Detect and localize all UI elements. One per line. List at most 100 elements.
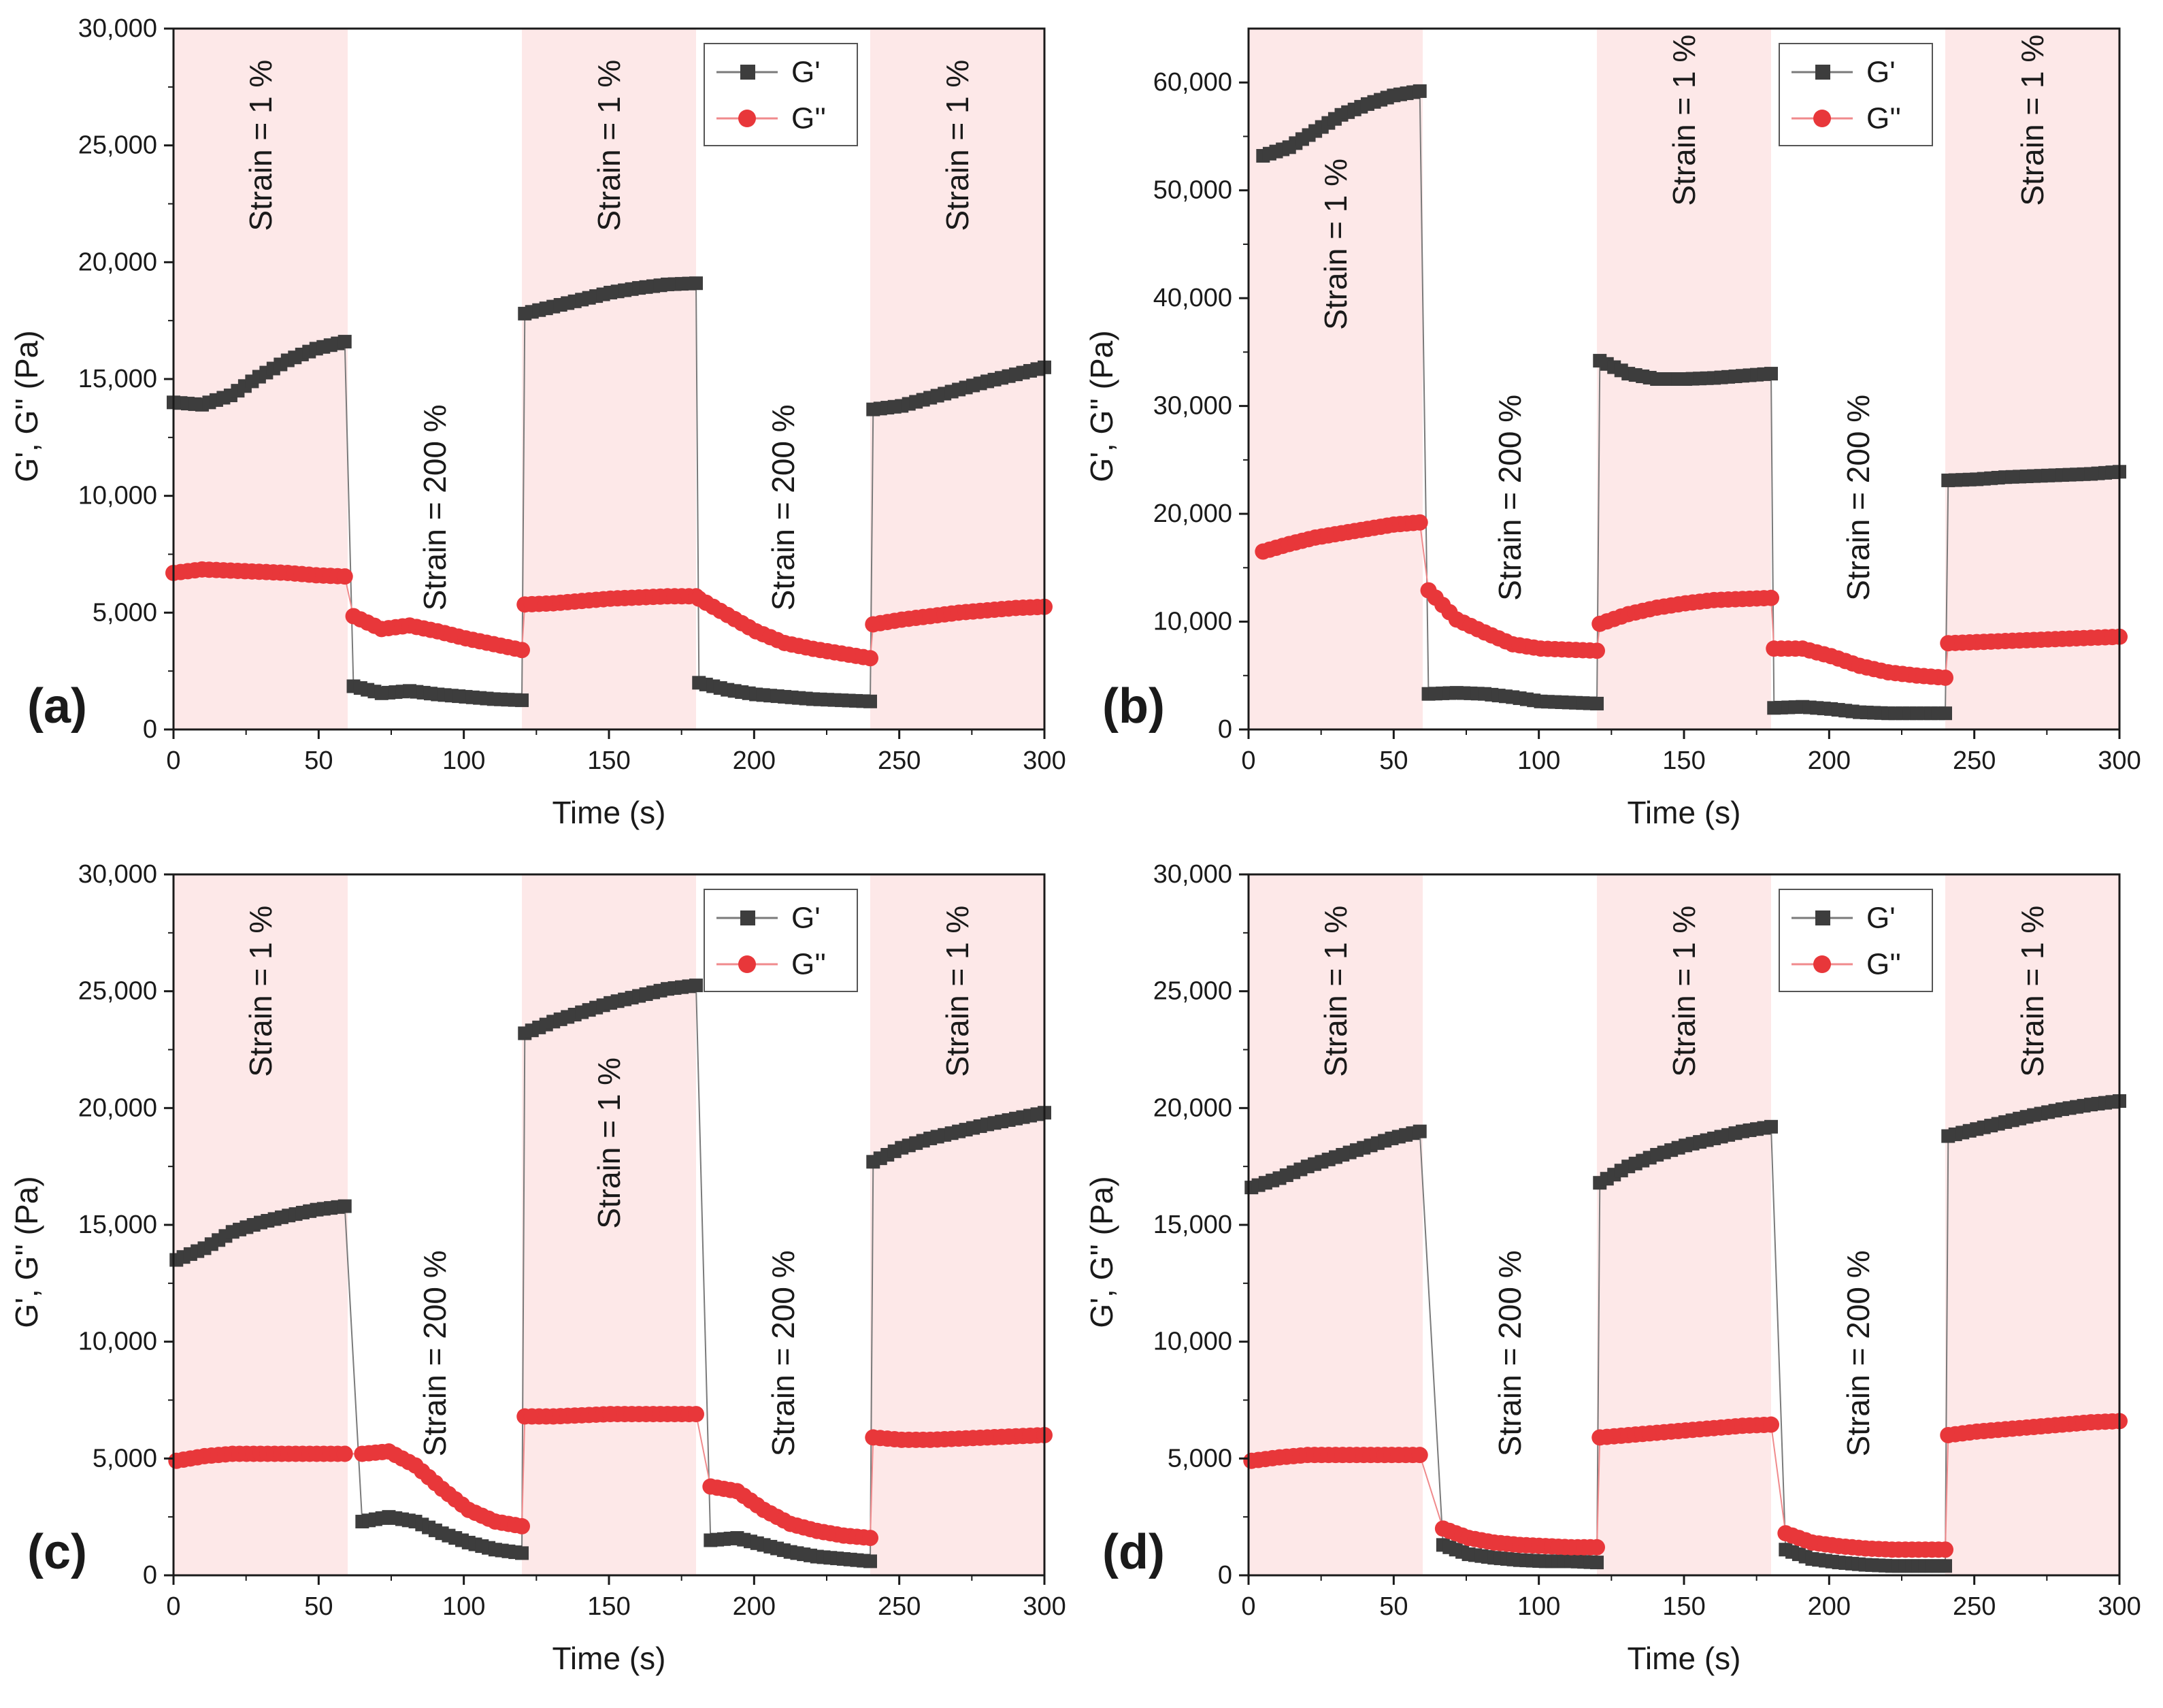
y-tick-label: 25,000	[1153, 977, 1232, 1006]
data-point	[1763, 1416, 1779, 1433]
x-tick-label: 150	[587, 1592, 630, 1621]
strain-region-label: Strain = 200 %	[1492, 1250, 1528, 1456]
x-tick-label: 200	[1808, 746, 1851, 775]
data-point	[862, 650, 878, 667]
legend: G' G''	[1779, 43, 1933, 146]
data-point	[689, 979, 703, 993]
data-point	[1938, 1559, 1952, 1573]
x-tick-label: 150	[1662, 746, 1705, 775]
strain-region-label: Strain = 1 %	[1666, 35, 1702, 206]
y-tick-label: 5,000	[1168, 1444, 1232, 1473]
legend-entry-label: G''	[1866, 948, 1901, 981]
strain-region-label: Strain = 200 %	[1840, 395, 1876, 601]
chart-panel-b: Strain = 1 % Strain = 200 % Strain = 1 % St…	[1084, 27, 2141, 830]
x-tick-label: 50	[1379, 746, 1408, 775]
legend-marker-circle	[1813, 955, 1831, 973]
data-point	[862, 1530, 878, 1547]
x-tick-label: 0	[166, 1592, 180, 1621]
legend-marker-square	[740, 910, 755, 925]
panel-label: (c)	[27, 1525, 87, 1579]
panel-label: (b)	[1102, 679, 1165, 734]
y-tick-label: 25,000	[78, 977, 157, 1006]
x-tick-label: 50	[304, 746, 333, 775]
legend: G' G''	[1779, 889, 1933, 992]
x-axis-title: Time (s)	[1628, 795, 1741, 830]
x-tick-label: 200	[733, 746, 776, 775]
series-markers-g-double-prime	[168, 1406, 1053, 1547]
y-tick-label: 20,000	[78, 1094, 157, 1122]
y-tick-label: 40,000	[1153, 284, 1232, 312]
strain-region-label: Strain = 1 %	[2015, 906, 2050, 1077]
legend-box	[704, 889, 858, 992]
legend-entry-label: G'	[791, 56, 821, 89]
x-tick-label: 300	[1023, 1592, 1066, 1621]
y-tick-label: 10,000	[78, 1328, 157, 1356]
y-tick-label: 20,000	[1153, 499, 1232, 528]
data-point	[1764, 1119, 1778, 1134]
data-point	[1763, 589, 1779, 606]
data-point	[1589, 1539, 1605, 1556]
data-point	[515, 1546, 529, 1560]
y-axis-title: G', G'' (Pa)	[1084, 330, 1119, 482]
x-tick-label: 0	[1241, 746, 1255, 775]
y-tick-label: 0	[143, 715, 157, 744]
y-axis-title: G', G'' (Pa)	[9, 1176, 44, 1328]
x-tick-label: 50	[1379, 1592, 1408, 1621]
x-tick-label: 250	[1953, 746, 1996, 775]
data-point	[1413, 84, 1427, 98]
x-tick-label: 0	[166, 746, 180, 775]
data-point	[688, 1406, 704, 1423]
y-tick-label: 25,000	[78, 131, 157, 160]
legend-box	[1779, 889, 1933, 992]
legend-entry-label: G''	[791, 948, 826, 981]
data-point	[336, 568, 353, 585]
strain-region-label: Strain = 1 %	[1666, 906, 1702, 1077]
data-point	[1413, 1124, 1427, 1138]
y-tick-label: 0	[143, 1561, 157, 1590]
legend-marker-circle	[738, 110, 756, 127]
legend-entry-label: G'	[1866, 56, 1896, 89]
x-axis-title: Time (s)	[1628, 1641, 1741, 1676]
y-tick-label: 5,000	[93, 1444, 157, 1473]
chart-panel-d: Strain = 1 % Strain = 200 % Strain = 1 % St…	[1084, 860, 2141, 1676]
x-tick-label: 200	[1808, 1592, 1851, 1621]
legend-marker-square	[1815, 65, 1830, 80]
data-point	[337, 335, 352, 349]
strain-region-label: Strain = 200 %	[1492, 395, 1528, 601]
x-tick-label: 300	[2098, 1592, 2141, 1621]
y-axis-title: G', G'' (Pa)	[1084, 1176, 1119, 1328]
data-point	[515, 693, 529, 708]
series-markers-g-prime	[167, 276, 1051, 708]
strain-region-label: Strain = 200 %	[417, 404, 452, 610]
data-point	[1764, 367, 1778, 381]
low-strain-region	[870, 874, 1044, 1575]
legend-box	[1779, 43, 1933, 146]
y-tick-label: 20,000	[1153, 1094, 1232, 1122]
y-tick-label: 10,000	[1153, 1328, 1232, 1356]
y-tick-label: 50,000	[1153, 176, 1232, 205]
strain-region-label: Strain = 1 %	[2015, 35, 2050, 206]
y-tick-label: 0	[1218, 715, 1232, 744]
data-point	[1938, 706, 1952, 721]
series-markers-g-prime	[1244, 1094, 2126, 1573]
strain-region-label: Strain = 1 %	[591, 1057, 627, 1229]
data-point	[1589, 642, 1605, 659]
legend-marker-square	[1815, 910, 1830, 925]
data-point	[1937, 669, 1953, 686]
legend-entry-label: G'	[791, 902, 821, 935]
y-axis-title: G', G'' (Pa)	[9, 330, 44, 482]
y-tick-label: 30,000	[1153, 860, 1232, 889]
y-tick-label: 60,000	[1153, 68, 1232, 97]
x-tick-label: 150	[587, 746, 630, 775]
legend: G' G''	[704, 43, 858, 146]
data-point	[1937, 1541, 1953, 1558]
data-point	[863, 1554, 877, 1569]
x-tick-label: 100	[1517, 1592, 1560, 1621]
x-tick-label: 200	[733, 1592, 776, 1621]
data-point	[1590, 1556, 1604, 1570]
legend: G' G''	[704, 889, 858, 992]
data-point	[1411, 514, 1428, 531]
legend-entry-label: G'	[1866, 902, 1896, 935]
data-point	[1590, 696, 1604, 710]
strain-region-label: Strain = 200 %	[1840, 1250, 1876, 1456]
